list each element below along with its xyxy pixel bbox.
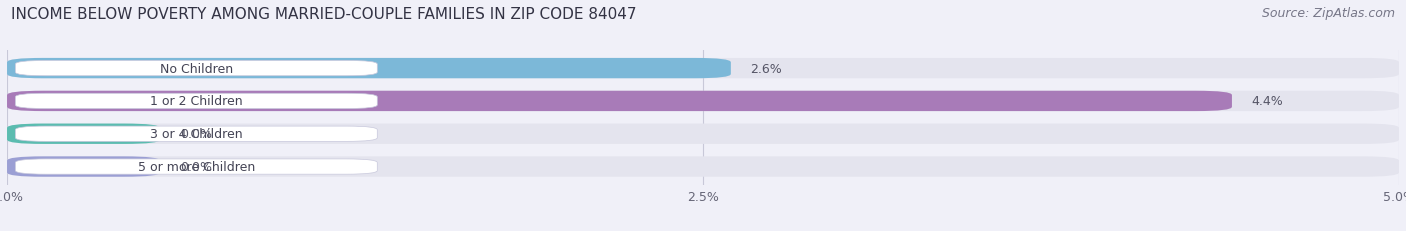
FancyBboxPatch shape (7, 91, 1232, 112)
Text: Source: ZipAtlas.com: Source: ZipAtlas.com (1261, 7, 1395, 20)
FancyBboxPatch shape (7, 124, 160, 144)
FancyBboxPatch shape (7, 124, 1399, 144)
FancyBboxPatch shape (7, 157, 160, 177)
FancyBboxPatch shape (7, 91, 1399, 112)
Text: 1 or 2 Children: 1 or 2 Children (150, 95, 243, 108)
Text: No Children: No Children (160, 62, 233, 75)
Text: 0.0%: 0.0% (180, 128, 212, 141)
Text: 0.0%: 0.0% (180, 160, 212, 173)
Text: 4.4%: 4.4% (1251, 95, 1284, 108)
FancyBboxPatch shape (15, 61, 377, 76)
FancyBboxPatch shape (15, 159, 377, 174)
FancyBboxPatch shape (15, 94, 377, 109)
FancyBboxPatch shape (7, 59, 731, 79)
FancyBboxPatch shape (7, 59, 1399, 79)
FancyBboxPatch shape (7, 157, 1399, 177)
FancyBboxPatch shape (15, 127, 377, 142)
Text: 2.6%: 2.6% (751, 62, 782, 75)
Text: INCOME BELOW POVERTY AMONG MARRIED-COUPLE FAMILIES IN ZIP CODE 84047: INCOME BELOW POVERTY AMONG MARRIED-COUPL… (11, 7, 637, 22)
Text: 3 or 4 Children: 3 or 4 Children (150, 128, 243, 141)
Text: 5 or more Children: 5 or more Children (138, 160, 254, 173)
